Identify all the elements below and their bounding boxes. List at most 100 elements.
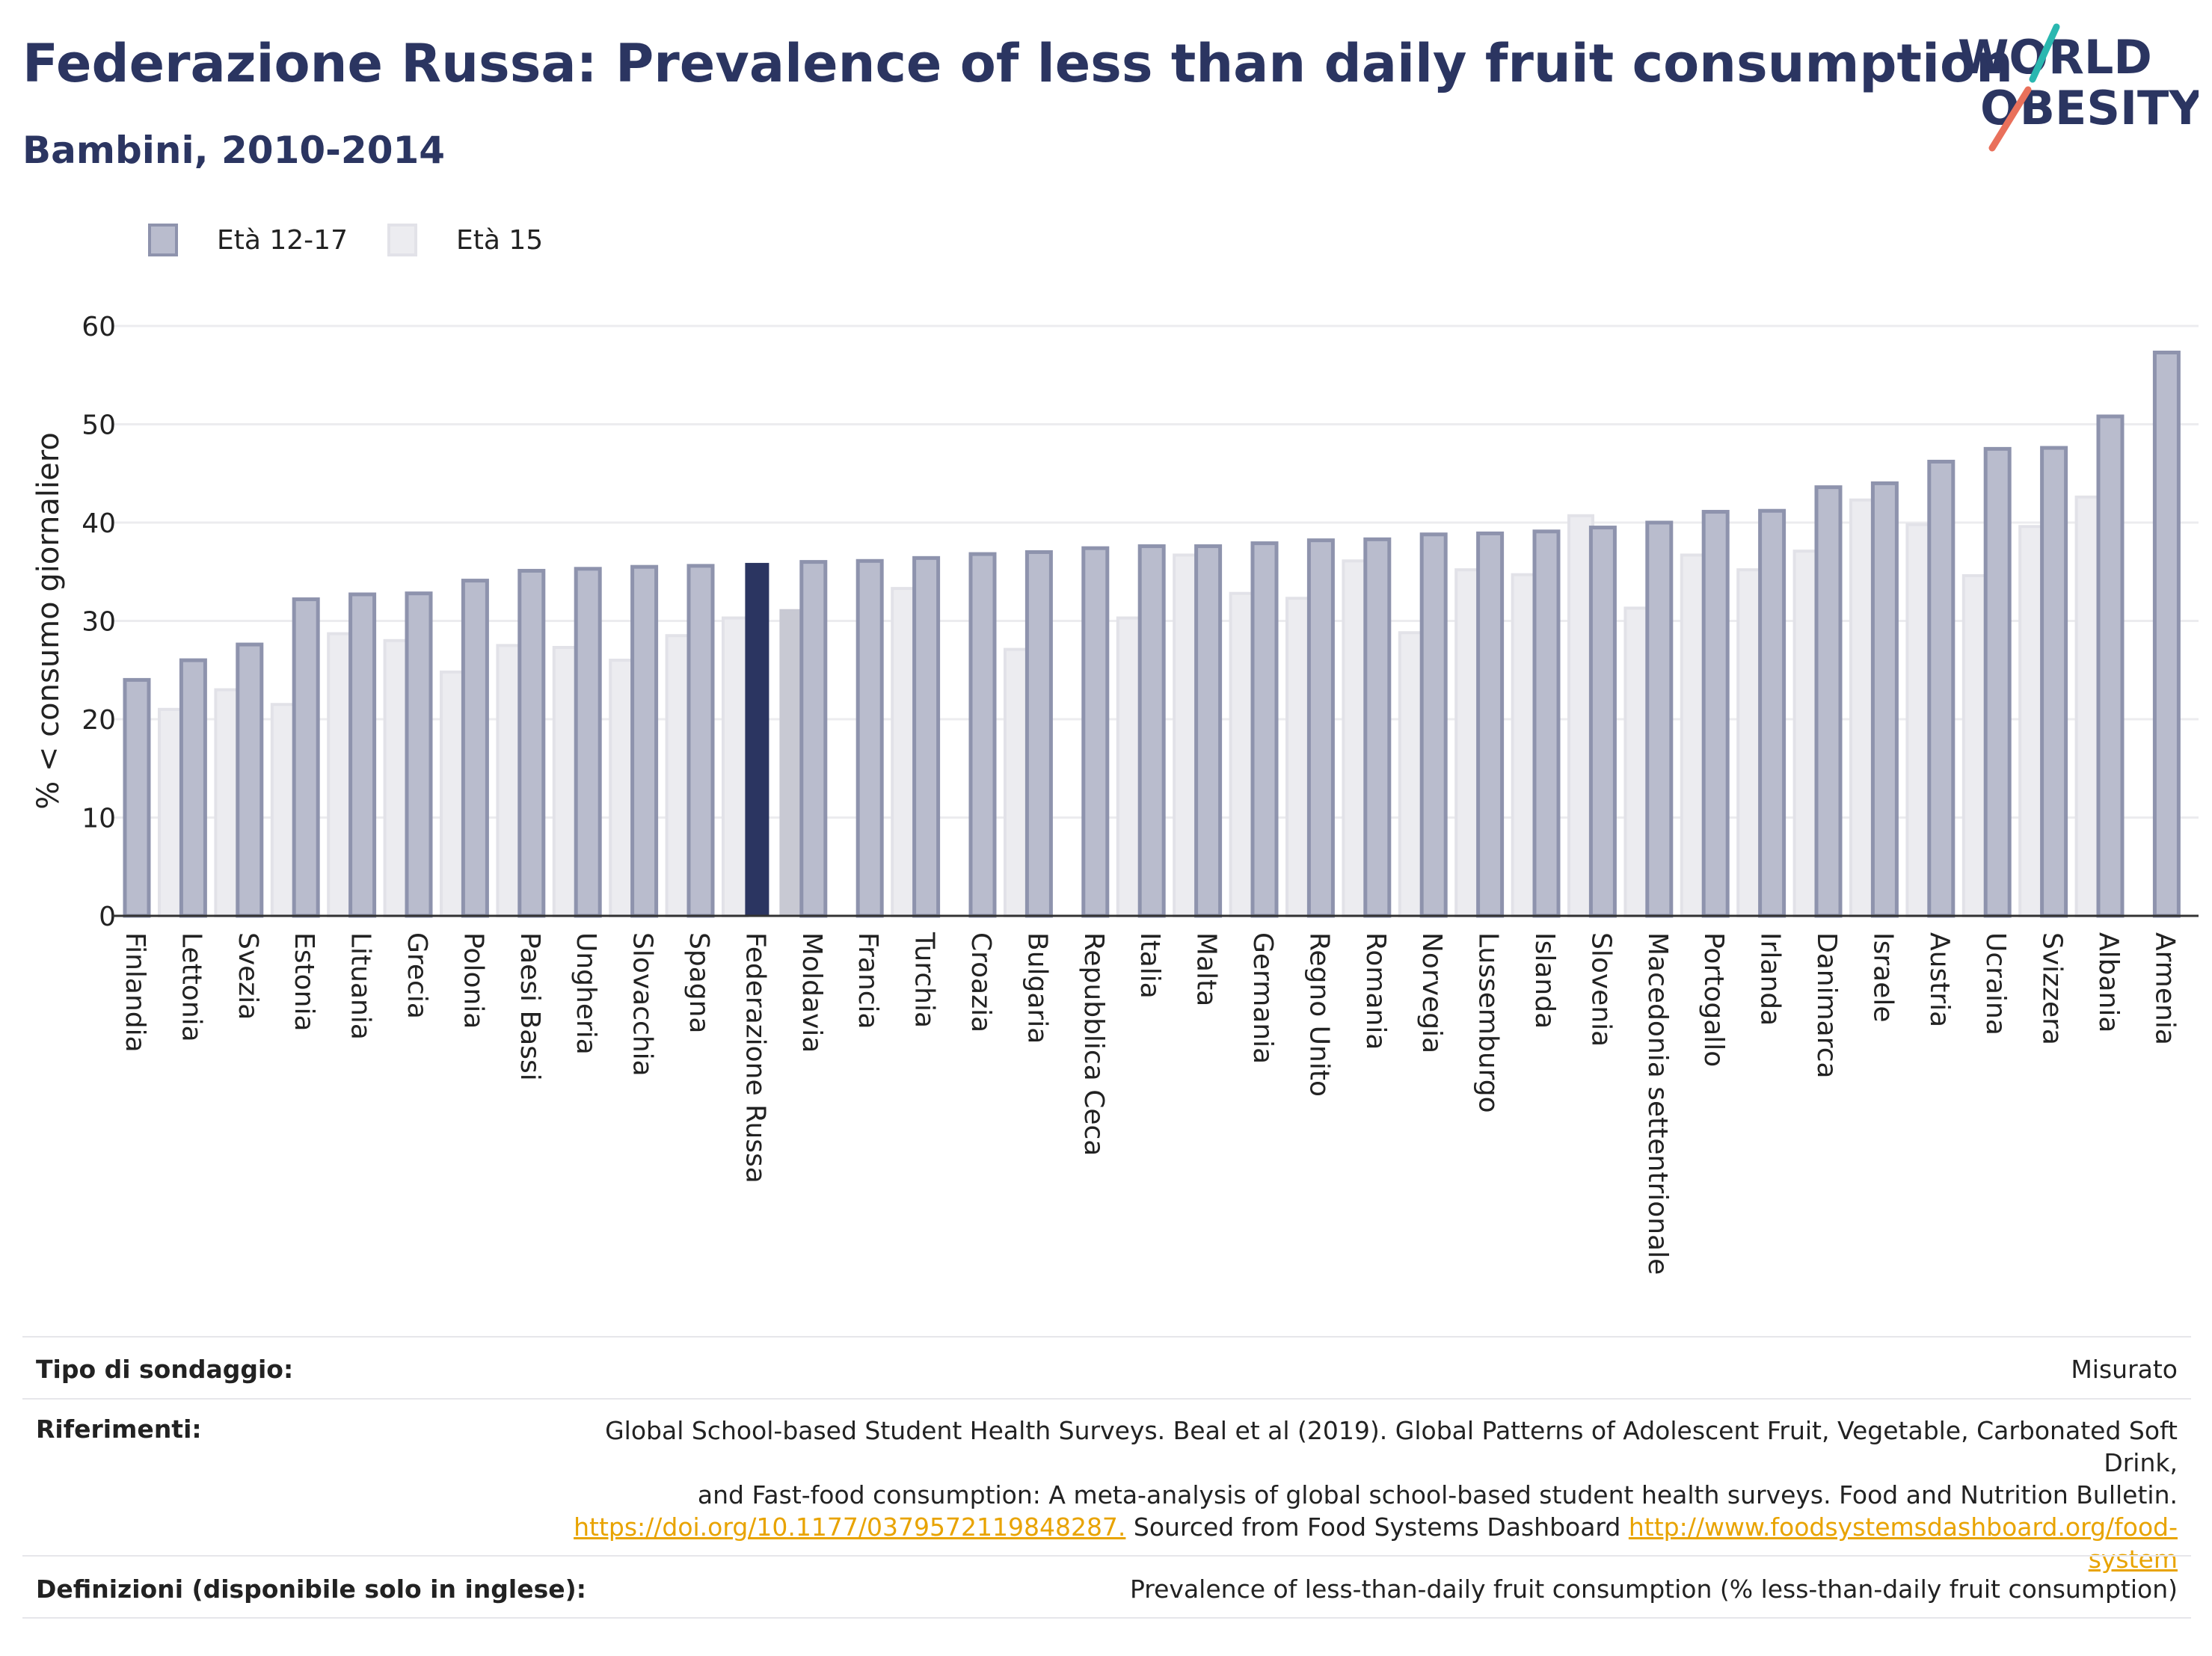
x-tick-label: Svezia bbox=[233, 932, 263, 1020]
x-tick-label: Croazia bbox=[965, 932, 996, 1032]
bar-series2 bbox=[1004, 647, 1030, 917]
x-tick-label: Austria bbox=[1924, 932, 1955, 1027]
bar-series1 bbox=[2096, 414, 2125, 918]
footer-divider bbox=[22, 1555, 2191, 1557]
x-tick-label: Albania bbox=[2093, 932, 2124, 1032]
footer-divider bbox=[22, 1336, 2191, 1338]
bar-series1 bbox=[855, 558, 884, 918]
bar-series1 bbox=[1137, 544, 1166, 918]
bar-series1 bbox=[517, 568, 546, 918]
x-tick-label: Spagna bbox=[683, 932, 714, 1034]
chart-title: Federazione Russa: Prevalence of less th… bbox=[22, 33, 2013, 94]
x-tick-label: Ungheria bbox=[571, 932, 601, 1055]
bar-series1 bbox=[1250, 541, 1279, 918]
references-line4: system bbox=[532, 1543, 2178, 1575]
bar-series1 bbox=[912, 555, 941, 918]
bar-series1 bbox=[348, 592, 377, 918]
logo-slash-teal bbox=[2029, 23, 2060, 83]
x-tick-label: Norvegia bbox=[1416, 932, 1447, 1053]
bar-series1 bbox=[1588, 526, 1617, 918]
bar-series1 bbox=[1306, 538, 1335, 918]
bar-series2 bbox=[665, 634, 692, 917]
x-tick-label: Italia bbox=[1134, 932, 1165, 999]
bar-series2 bbox=[1285, 597, 1312, 917]
x-tick-label: Repubblica Ceca bbox=[1078, 932, 1109, 1156]
y-tick-label: 40 bbox=[82, 508, 116, 539]
x-tick-label: Svizzera bbox=[2037, 932, 2068, 1045]
x-tick-label: Moldavia bbox=[796, 932, 827, 1053]
x-tick-label: Finlandia bbox=[120, 932, 150, 1053]
x-tick-label: Lituania bbox=[345, 932, 376, 1040]
y-tick-label: 0 bbox=[99, 902, 116, 932]
x-tick-label: Irlanda bbox=[1755, 932, 1786, 1026]
doi-link[interactable]: https://doi.org/10.1177/0379572119848287… bbox=[574, 1512, 1126, 1542]
dashboard-link-cont[interactable]: system bbox=[2088, 1545, 2178, 1574]
survey-type-value: Misurato bbox=[2071, 1355, 2178, 1384]
x-tick-label: Grecia bbox=[402, 932, 432, 1019]
references-line3: https://doi.org/10.1177/0379572119848287… bbox=[532, 1511, 2178, 1543]
bar-series1 bbox=[1476, 531, 1505, 918]
x-tick-label: Estonia bbox=[289, 932, 319, 1032]
references-mid: Sourced from Food Systems Dashboard bbox=[1125, 1512, 1629, 1542]
bar-series1 bbox=[405, 591, 433, 918]
bar-series1 bbox=[236, 642, 264, 918]
references-text: Global School-based Student Health Surve… bbox=[532, 1415, 2178, 1575]
x-tick-label: Federazione Russa bbox=[740, 932, 770, 1183]
x-tick-label: Danimarca bbox=[1811, 932, 1842, 1079]
y-tick-label: 10 bbox=[82, 804, 116, 834]
bar-series1 bbox=[1419, 532, 1448, 918]
legend-label-series2: Età 15 bbox=[456, 225, 544, 256]
x-tick-label: Bulgaria bbox=[1021, 932, 1052, 1044]
bar-series1 bbox=[123, 677, 151, 918]
bar-series1 bbox=[461, 579, 489, 918]
x-tick-label: Ucraina bbox=[1980, 932, 2011, 1035]
bar-series1 bbox=[1927, 459, 1956, 918]
x-tick-label: Turchia bbox=[909, 932, 940, 1028]
bar-series1 bbox=[1194, 544, 1223, 918]
logo-line1: WORLD bbox=[1958, 30, 2152, 84]
bar-series1 bbox=[745, 562, 769, 916]
bar-series1 bbox=[1645, 520, 1674, 918]
bar-series1 bbox=[1081, 546, 1110, 918]
x-tick-label: Germania bbox=[1247, 932, 1278, 1064]
x-tick-label: Portogallo bbox=[1698, 932, 1729, 1067]
x-tick-label: Lettonia bbox=[176, 932, 206, 1042]
x-tick-label: Francia bbox=[852, 932, 883, 1029]
x-tick-label: Paesi Bassi bbox=[514, 932, 545, 1081]
bar-series1 bbox=[686, 564, 715, 918]
legend-swatch-series1 bbox=[148, 224, 178, 256]
y-tick-label: 20 bbox=[82, 705, 116, 736]
x-tick-label: Polonia bbox=[458, 932, 488, 1029]
y-tick-label: 60 bbox=[82, 312, 116, 342]
x-tick-label: Slovacchia bbox=[627, 932, 658, 1077]
footer-divider bbox=[22, 1398, 2191, 1400]
bar-series1 bbox=[2040, 446, 2068, 918]
bar-series1 bbox=[1024, 550, 1053, 918]
world-obesity-logo: WORLD OBESITY bbox=[1958, 23, 2199, 152]
x-tick-label: Malta bbox=[1191, 932, 1222, 1006]
bar-series2 bbox=[1398, 631, 1425, 917]
bar-series2 bbox=[1173, 553, 1200, 917]
references-line1: Global School-based Student Health Surve… bbox=[605, 1416, 2178, 1477]
bar-series1 bbox=[1983, 446, 2012, 918]
bar-series2 bbox=[779, 609, 804, 916]
bar-series1 bbox=[179, 658, 207, 918]
bar-series2 bbox=[1454, 568, 1482, 917]
bar-chart: 0 10 20 30 40 50 60 % < consumo giornaliero Finl… bbox=[31, 312, 2199, 1275]
x-tick-label: Romania bbox=[1360, 932, 1391, 1050]
bar-series1 bbox=[630, 564, 659, 918]
dashboard-link[interactable]: http://www.foodsystemsdashboard.org/food… bbox=[1628, 1512, 2178, 1542]
bar-series1 bbox=[968, 552, 997, 918]
bar-series2 bbox=[609, 659, 636, 917]
references-label: Riferimenti: bbox=[36, 1415, 202, 1444]
x-tick-label: Macedonia settentrionale bbox=[1642, 932, 1673, 1275]
x-tick-label: Islanda bbox=[1529, 932, 1560, 1029]
logo-slash-coral bbox=[1988, 86, 2032, 152]
bar-series1 bbox=[1870, 481, 1899, 918]
x-tick-label: Israele bbox=[1867, 932, 1898, 1023]
x-tick-label: Regno Unito bbox=[1303, 932, 1334, 1097]
x-tick-label: Slovenia bbox=[1585, 932, 1616, 1047]
bar-series1 bbox=[1363, 537, 1392, 918]
bar-series1 bbox=[1532, 529, 1561, 918]
references-line2: and Fast-food consumption: A meta-analys… bbox=[697, 1480, 2178, 1509]
